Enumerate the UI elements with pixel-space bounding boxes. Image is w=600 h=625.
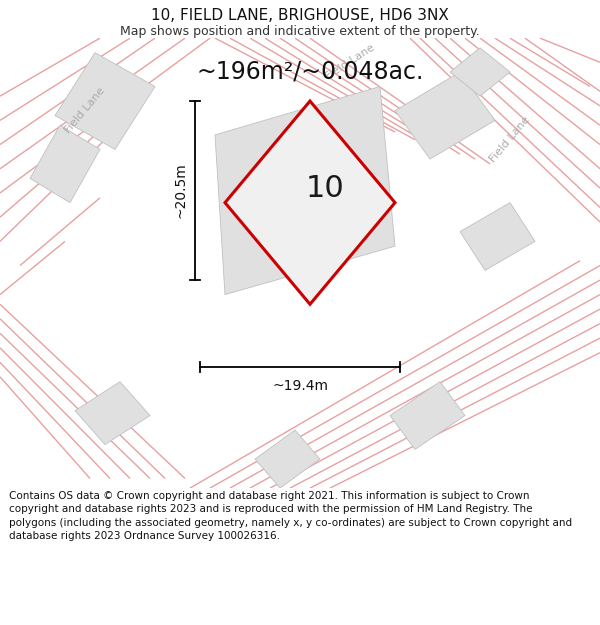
Text: Field Lane: Field Lane (323, 42, 376, 82)
Polygon shape (75, 382, 150, 444)
Text: Field Lane: Field Lane (488, 115, 532, 164)
Text: 10: 10 (305, 174, 344, 203)
Polygon shape (460, 202, 535, 271)
Polygon shape (395, 72, 495, 159)
Text: Field Lane: Field Lane (63, 86, 107, 136)
Polygon shape (225, 101, 395, 304)
Polygon shape (215, 86, 395, 294)
Text: ~196m²/~0.048ac.: ~196m²/~0.048ac. (196, 60, 424, 84)
Text: ~19.4m: ~19.4m (272, 379, 328, 392)
Text: 10, FIELD LANE, BRIGHOUSE, HD6 3NX: 10, FIELD LANE, BRIGHOUSE, HD6 3NX (151, 8, 449, 22)
Polygon shape (55, 52, 155, 149)
Polygon shape (255, 430, 320, 488)
Text: ~20.5m: ~20.5m (173, 162, 187, 218)
Polygon shape (30, 125, 100, 202)
Polygon shape (390, 382, 465, 449)
Text: Contains OS data © Crown copyright and database right 2021. This information is : Contains OS data © Crown copyright and d… (9, 491, 572, 541)
Polygon shape (450, 48, 510, 96)
Text: Map shows position and indicative extent of the property.: Map shows position and indicative extent… (120, 25, 480, 38)
